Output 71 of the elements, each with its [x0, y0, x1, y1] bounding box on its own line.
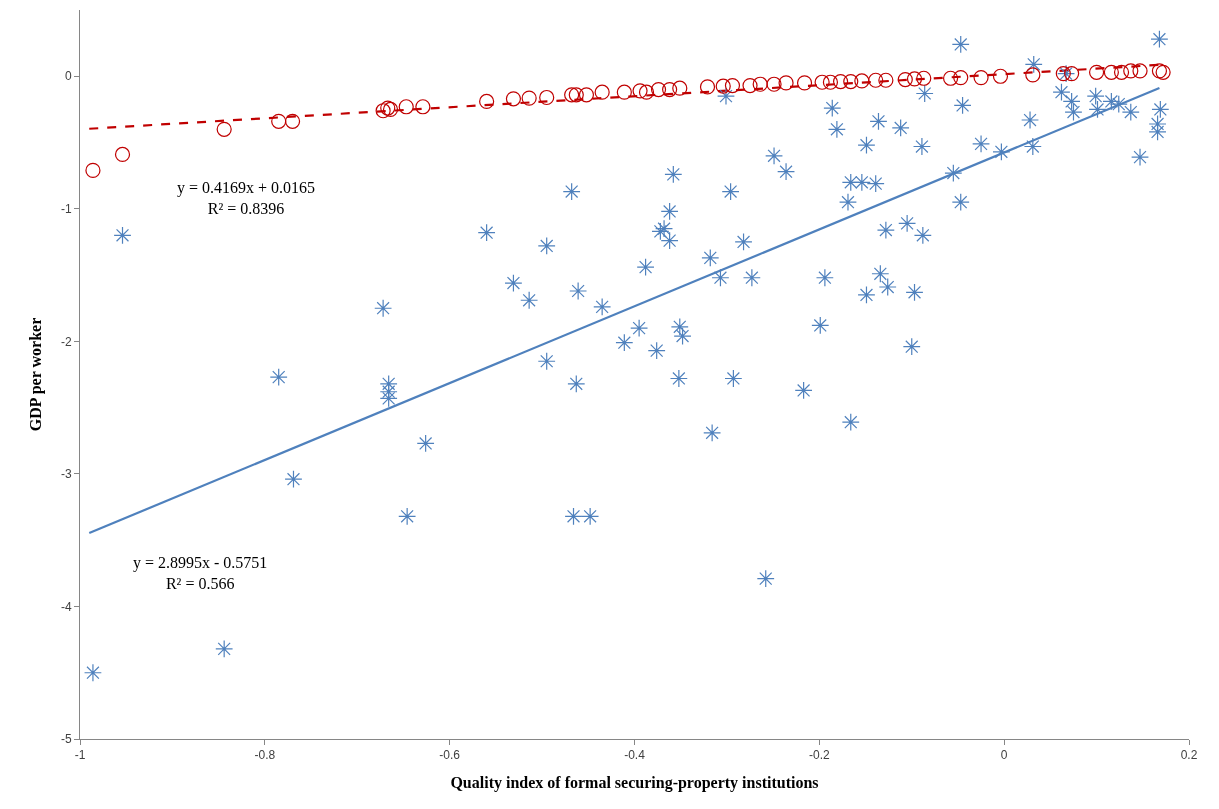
point	[699, 79, 716, 95]
point	[868, 72, 884, 88]
x-tick-label: 0.2	[1180, 748, 1198, 763]
point	[415, 99, 431, 115]
point	[778, 75, 794, 91]
point	[906, 71, 923, 87]
point	[942, 70, 959, 86]
x-tick-label: -1	[74, 748, 86, 763]
point	[796, 75, 813, 91]
point	[715, 78, 731, 94]
x-tick-label: -0.6	[439, 748, 461, 763]
y-tick-label: -1	[60, 202, 72, 217]
x-tick-label: -0.4	[624, 748, 646, 763]
x-tick-label: -0.8	[254, 748, 276, 763]
point	[616, 84, 632, 100]
point	[521, 90, 537, 106]
point	[752, 76, 768, 92]
y-tick-label: -5	[60, 732, 72, 747]
point	[724, 77, 741, 94]
annotation: y = 0.4169x + 0.0165 R² = 0.8396	[177, 179, 316, 217]
point	[1155, 64, 1171, 80]
point	[742, 77, 758, 94]
y-axis-title: GDP per worker	[26, 317, 45, 432]
point	[1123, 63, 1139, 79]
point	[662, 81, 678, 98]
point	[814, 74, 830, 90]
point	[578, 87, 595, 103]
point	[375, 103, 391, 119]
point	[897, 71, 913, 88]
point	[505, 91, 522, 107]
y-tick-label: 0	[64, 69, 72, 84]
point	[992, 68, 1009, 84]
point	[1064, 66, 1080, 82]
point	[953, 70, 969, 86]
point	[878, 72, 894, 88]
point	[1088, 64, 1105, 80]
point	[916, 70, 932, 86]
point	[85, 162, 101, 178]
point	[398, 99, 414, 115]
point	[114, 146, 131, 163]
point	[479, 93, 495, 110]
point	[1025, 67, 1041, 83]
point	[284, 113, 301, 129]
point	[564, 87, 580, 103]
x-tick-label: -0.2	[808, 748, 830, 763]
point	[568, 87, 584, 103]
point	[833, 73, 849, 90]
x-axis-title: Quality index of formal securing-property institutions	[450, 774, 819, 793]
point	[854, 73, 870, 89]
point	[650, 81, 667, 98]
point	[539, 89, 555, 106]
annotation: y = 2.8995x - 0.5751 R² = 0.566	[133, 554, 268, 592]
point	[1151, 63, 1168, 79]
point	[973, 70, 989, 86]
point	[638, 84, 655, 100]
point	[822, 74, 839, 90]
point	[594, 84, 610, 100]
point	[843, 73, 859, 90]
point	[632, 83, 648, 99]
point	[1132, 63, 1148, 79]
point	[216, 121, 232, 137]
y-tick-label: -3	[60, 467, 72, 482]
point	[1103, 64, 1119, 80]
point	[672, 80, 688, 96]
point	[766, 76, 782, 92]
point	[1055, 66, 1071, 82]
y-tick-label: -2	[60, 334, 72, 349]
point	[271, 113, 287, 129]
point	[1113, 64, 1130, 80]
y-tick-label: -4	[60, 599, 72, 614]
x-tick-label: 0	[1000, 748, 1008, 763]
